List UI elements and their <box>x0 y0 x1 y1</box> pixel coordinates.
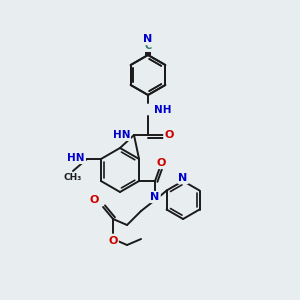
Text: N: N <box>150 192 160 202</box>
Text: HN: HN <box>112 130 130 140</box>
Text: O: O <box>156 158 166 168</box>
Text: O: O <box>90 195 99 205</box>
Text: NH: NH <box>154 105 172 115</box>
Text: HN: HN <box>68 153 85 163</box>
Text: O: O <box>164 130 174 140</box>
Text: N: N <box>178 173 188 183</box>
Text: CH₃: CH₃ <box>64 173 82 182</box>
Text: O: O <box>108 236 118 246</box>
Text: N: N <box>143 34 153 44</box>
Text: C: C <box>144 41 152 51</box>
